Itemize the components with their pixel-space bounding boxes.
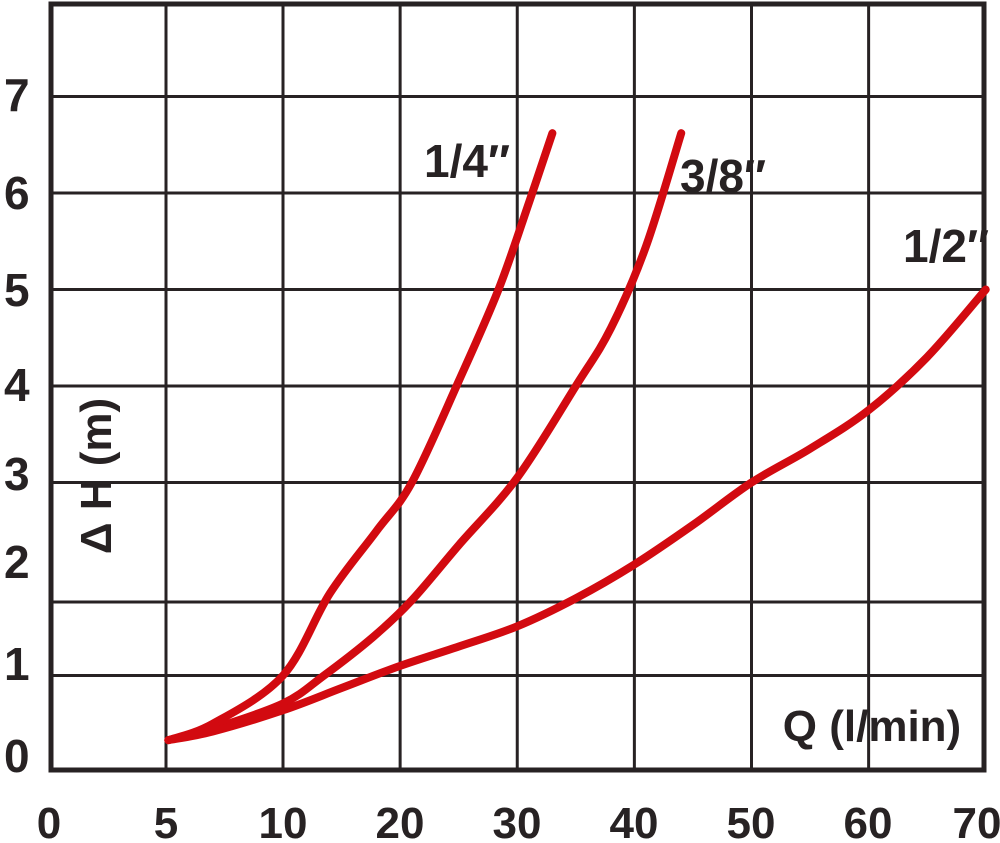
y-tick-label-5: 5 xyxy=(4,264,30,316)
y-tick-label-4: 4 xyxy=(4,359,30,411)
curve-three-eighths-inch xyxy=(164,129,686,745)
y-axis-title: Δ H (m) xyxy=(72,397,121,555)
x-tick-label-0: 0 xyxy=(36,799,62,843)
x-axis-title: Q (l/min) xyxy=(782,702,962,751)
y-tick-label-0: 0 xyxy=(4,730,30,782)
x-tick-label-70: 70 xyxy=(952,799,1000,843)
y-tick-label-3: 3 xyxy=(4,448,30,500)
x-tick-label-30: 30 xyxy=(492,799,542,843)
y-tick-label-2: 2 xyxy=(4,536,30,588)
x-tick-label-40: 40 xyxy=(609,799,659,843)
chart-frame xyxy=(48,1,987,773)
y-tick-label-1: 1 xyxy=(4,638,30,690)
curve-label-half-inch: 1/2″ xyxy=(903,220,989,272)
y-tick-label-7: 7 xyxy=(4,69,30,121)
x-tick-label-5: 5 xyxy=(153,799,179,843)
x-tick-label-50: 50 xyxy=(726,799,776,843)
x-tick-label-20: 20 xyxy=(375,799,425,843)
curve-quarter-inch xyxy=(164,129,557,745)
x-tick-label-10: 10 xyxy=(258,799,308,843)
curve-label-three-eighths-inch: 3/8″ xyxy=(680,150,766,202)
curve-half-inch xyxy=(164,285,990,745)
curve-label-quarter-inch: 1/4″ xyxy=(424,135,510,187)
y-tick-label-6: 6 xyxy=(4,167,30,219)
x-tick-label-60: 60 xyxy=(843,799,893,843)
